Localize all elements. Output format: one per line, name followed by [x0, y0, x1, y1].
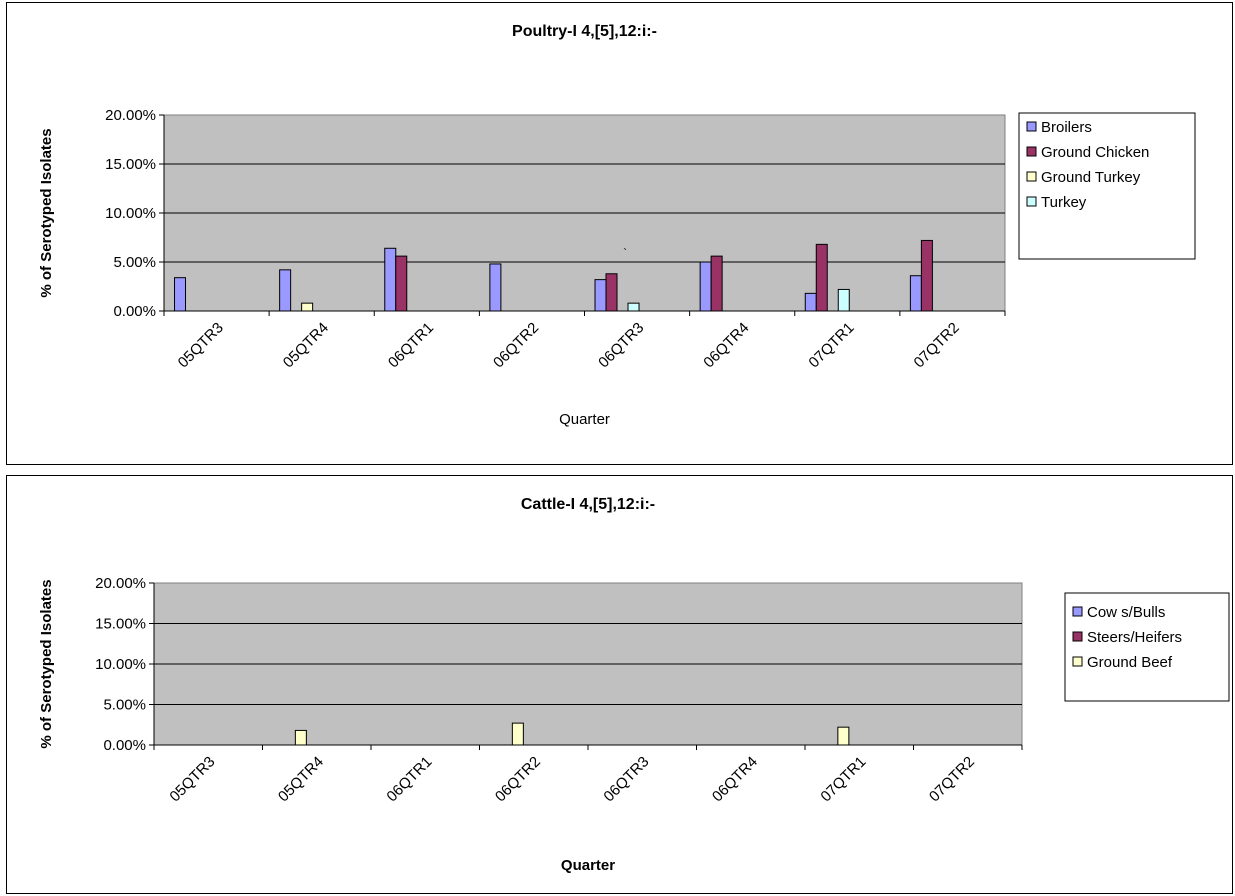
legend-box [1018, 112, 1196, 260]
bar-broilers [384, 247, 397, 312]
legend-label: Ground Turkey [1041, 169, 1141, 186]
chart-title: Poultry-I 4,[5],12:i:- [512, 23, 657, 40]
y-tick-label: 15.00% [95, 616, 146, 633]
legend-swatch [1026, 146, 1037, 157]
legend-label: Turkey [1041, 194, 1087, 211]
legend-label: Steers/Heifers [1087, 629, 1182, 646]
cattle-chart: Cattle-I 4,[5],12:i:- 0.00% 5.00% 10.00% 15.… [6, 475, 1233, 894]
legend-label: Ground Beef [1087, 654, 1173, 671]
y-tick-label: 5.00% [103, 697, 146, 714]
y-tick-label: 10.00% [95, 656, 146, 673]
y-tick-label: 0.00% [113, 303, 156, 320]
x-tick-label: 05QTR4 [280, 319, 332, 371]
bar-broilers [174, 277, 187, 312]
x-axis-label: Quarter [559, 411, 610, 428]
legend-label: Broilers [1041, 119, 1092, 136]
y-axis-label: % of Serotyped Isolates [38, 579, 55, 748]
x-tick-label: 06QTR3 [595, 319, 647, 371]
bar-broilers [279, 269, 292, 312]
x-tick-label: 05QTR4 [275, 753, 327, 805]
y-tick-label: 15.00% [105, 156, 156, 173]
bar-ground-turkey [301, 302, 314, 312]
bar-ground-chicken [920, 239, 933, 312]
y-tick-label: 0.00% [103, 737, 146, 754]
bar-broilers [489, 263, 502, 312]
y-tick-label: 5.00% [113, 254, 156, 271]
bar-broilers [594, 279, 607, 312]
x-tick-label: 05QTR3 [175, 319, 227, 371]
x-tick-label: 06QTR1 [385, 319, 437, 371]
x-tick-label: 05QTR3 [166, 753, 218, 805]
poultry-chart-svg: Poultry-I 4,[5],12:i:- 0.00% 5.00% 10.00% 15… [38, 23, 1196, 428]
legend-label: Ground Chicken [1041, 144, 1149, 161]
legend-swatch [1026, 171, 1037, 182]
legend-swatch [1026, 196, 1037, 207]
bar-ground-chicken [605, 273, 618, 312]
x-tick-label: 06QTR2 [492, 753, 544, 805]
y-tick-label: 20.00% [105, 107, 156, 124]
x-tick-label: 06QTR1 [383, 753, 435, 805]
bar-ground-beef [294, 729, 307, 746]
legend-swatch [1026, 121, 1037, 132]
x-tick-label: 07QTR2 [926, 753, 978, 805]
bar-broilers [909, 275, 922, 312]
x-tick-label: 06QTR2 [490, 319, 542, 371]
legend-swatch [1072, 656, 1083, 667]
legend-label: Cow s/Bulls [1087, 604, 1165, 621]
bar-ground-chicken [395, 255, 408, 312]
bar-ground-chicken [710, 255, 723, 312]
x-tick-label: 07QTR2 [911, 319, 963, 371]
x-tick-label: 06QTR3 [600, 753, 652, 805]
cattle-chart-svg: Cattle-I 4,[5],12:i:- 0.00% 5.00% 10.00% 15.… [38, 496, 1230, 874]
bar-ground-beef [511, 722, 524, 746]
legend-box [1064, 592, 1230, 702]
y-tick-label: 20.00% [95, 575, 146, 592]
chart-annotation: ` [623, 246, 627, 260]
bar-ground-chicken [815, 243, 828, 312]
y-tick-label: 10.00% [105, 205, 156, 222]
bar-ground-beef [837, 726, 850, 746]
x-tick-label: 06QTR4 [700, 319, 752, 371]
x-axis-label: Quarter [561, 857, 615, 874]
x-tick-label: 07QTR1 [805, 319, 857, 371]
poultry-chart: Poultry-I 4,[5],12:i:- 0.00% 5.00% 10.00% 15… [6, 2, 1233, 465]
bar-broilers [804, 292, 817, 312]
legend-swatch [1072, 631, 1083, 642]
bar-turkey [627, 302, 640, 312]
chart-title: Cattle-I 4,[5],12:i:- [521, 496, 655, 513]
bar-broilers [699, 261, 712, 312]
x-tick-label: 07QTR1 [817, 753, 869, 805]
legend-swatch [1072, 606, 1083, 617]
y-axis-label: % of Serotyped Isolates [38, 128, 55, 297]
x-tick-label: 06QTR4 [709, 753, 761, 805]
bar-turkey [837, 288, 850, 312]
